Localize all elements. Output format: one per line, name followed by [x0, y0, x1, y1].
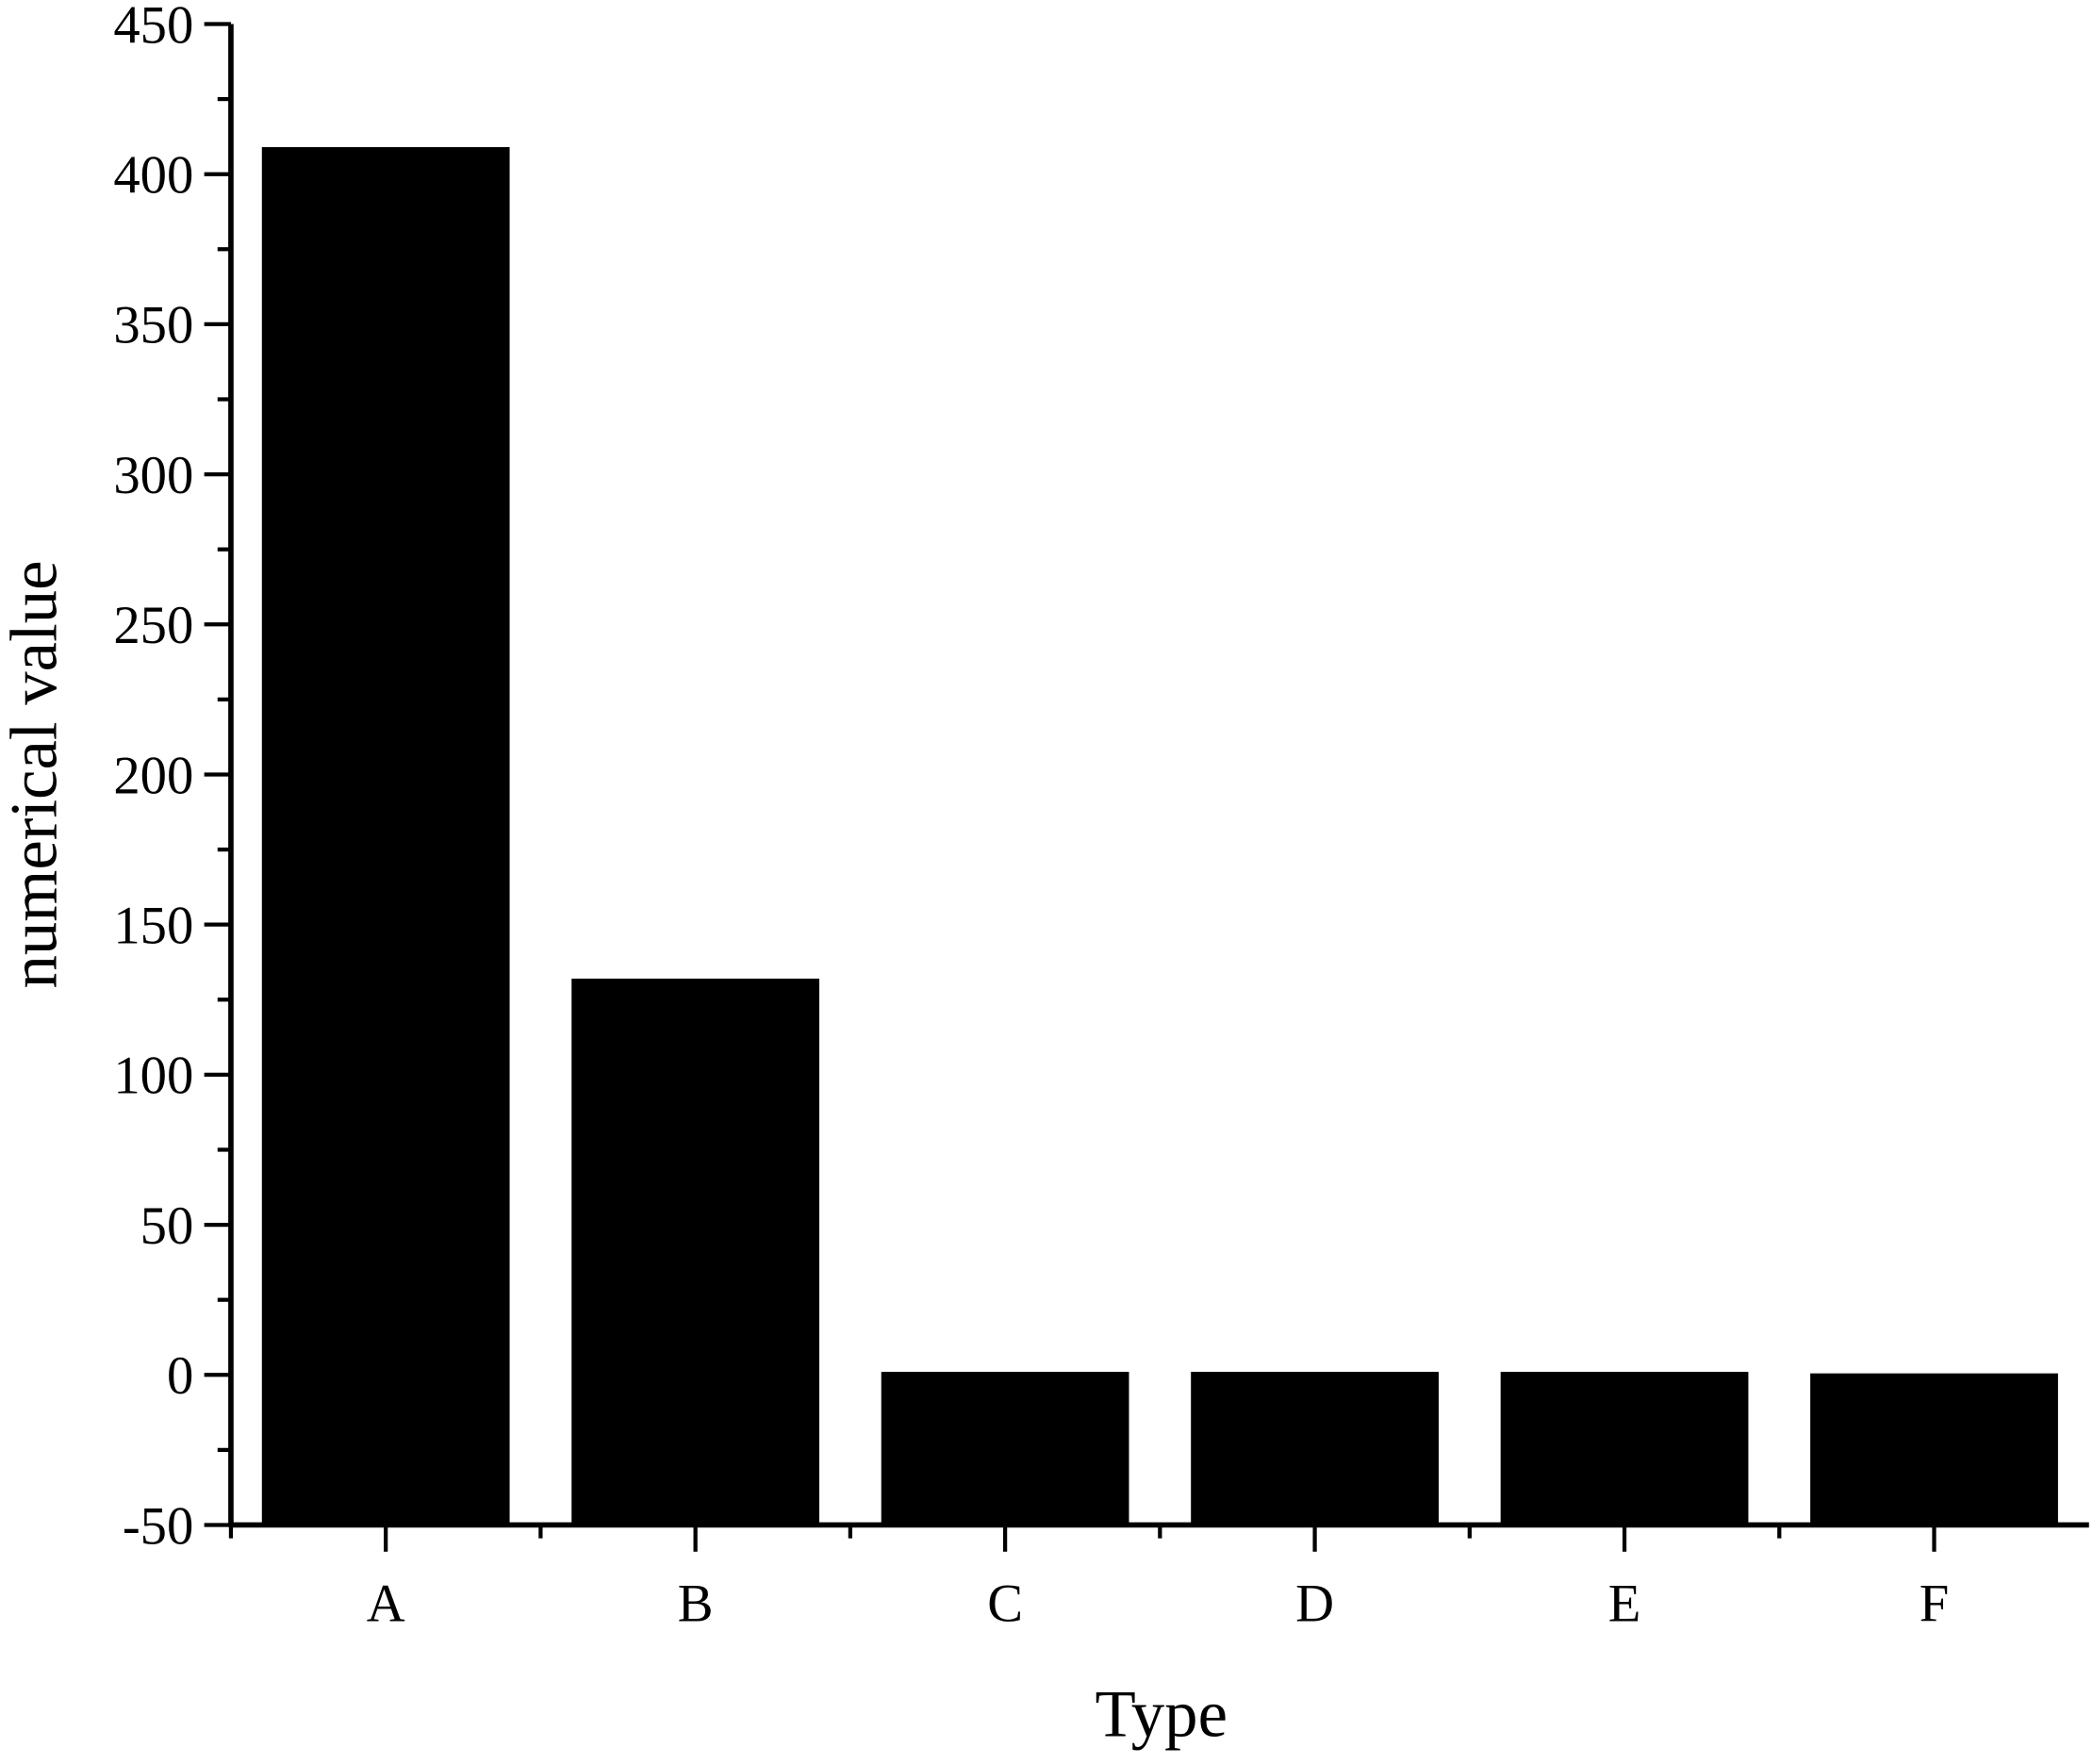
- x-tick-label: F: [1920, 1574, 1949, 1633]
- bar: [571, 978, 820, 1525]
- bar: [881, 1372, 1129, 1525]
- y-tick-label: 300: [113, 447, 193, 505]
- bar: [1191, 1372, 1439, 1525]
- x-axis-title: Type: [1096, 1677, 1228, 1751]
- bar: [1500, 1372, 1749, 1525]
- y-tick-label: 50: [140, 1197, 194, 1256]
- y-tick-label: 100: [113, 1047, 193, 1106]
- y-tick-label: 150: [113, 898, 193, 956]
- x-tick-label: D: [1295, 1574, 1334, 1633]
- y-axis-title: numerical value: [0, 560, 71, 988]
- y-tick-label: 200: [113, 747, 193, 805]
- x-tick-label: E: [1608, 1574, 1641, 1633]
- x-tick-label: A: [367, 1574, 405, 1633]
- y-tick-label: -50: [123, 1497, 193, 1556]
- y-tick-label: 400: [113, 147, 193, 206]
- bar: [261, 147, 510, 1525]
- x-tick-label: C: [987, 1574, 1023, 1633]
- y-tick-label: 250: [113, 597, 193, 655]
- y-tick-label: 0: [167, 1347, 193, 1406]
- bar: [1810, 1373, 2058, 1525]
- x-tick-label: B: [678, 1574, 714, 1633]
- y-tick-label: 450: [113, 0, 193, 55]
- y-tick-label: 350: [113, 297, 193, 355]
